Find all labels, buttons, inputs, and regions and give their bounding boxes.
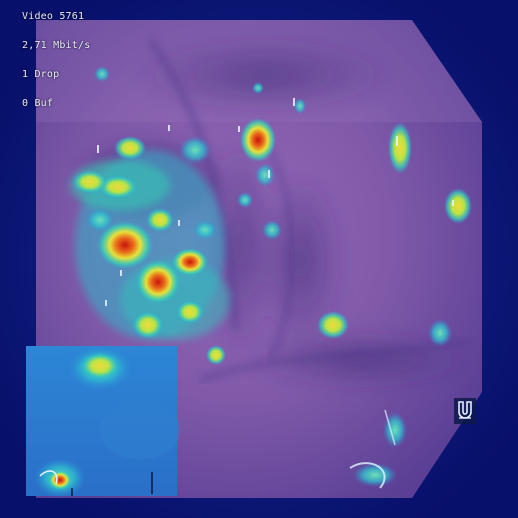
magnet-icon	[454, 398, 476, 424]
drop-count-label: 1 Drop	[22, 69, 60, 80]
buffer-count-label: 0 Buf	[22, 98, 54, 109]
video-stats-overlay: Video 5761 2,71 Mbit/s 1 Drop 0 Buf	[22, 2, 142, 118]
heatmap-inset	[26, 346, 180, 498]
bitrate-label: 2,71 Mbit/s	[22, 40, 91, 51]
video-id-label: Video 5761	[22, 11, 85, 22]
